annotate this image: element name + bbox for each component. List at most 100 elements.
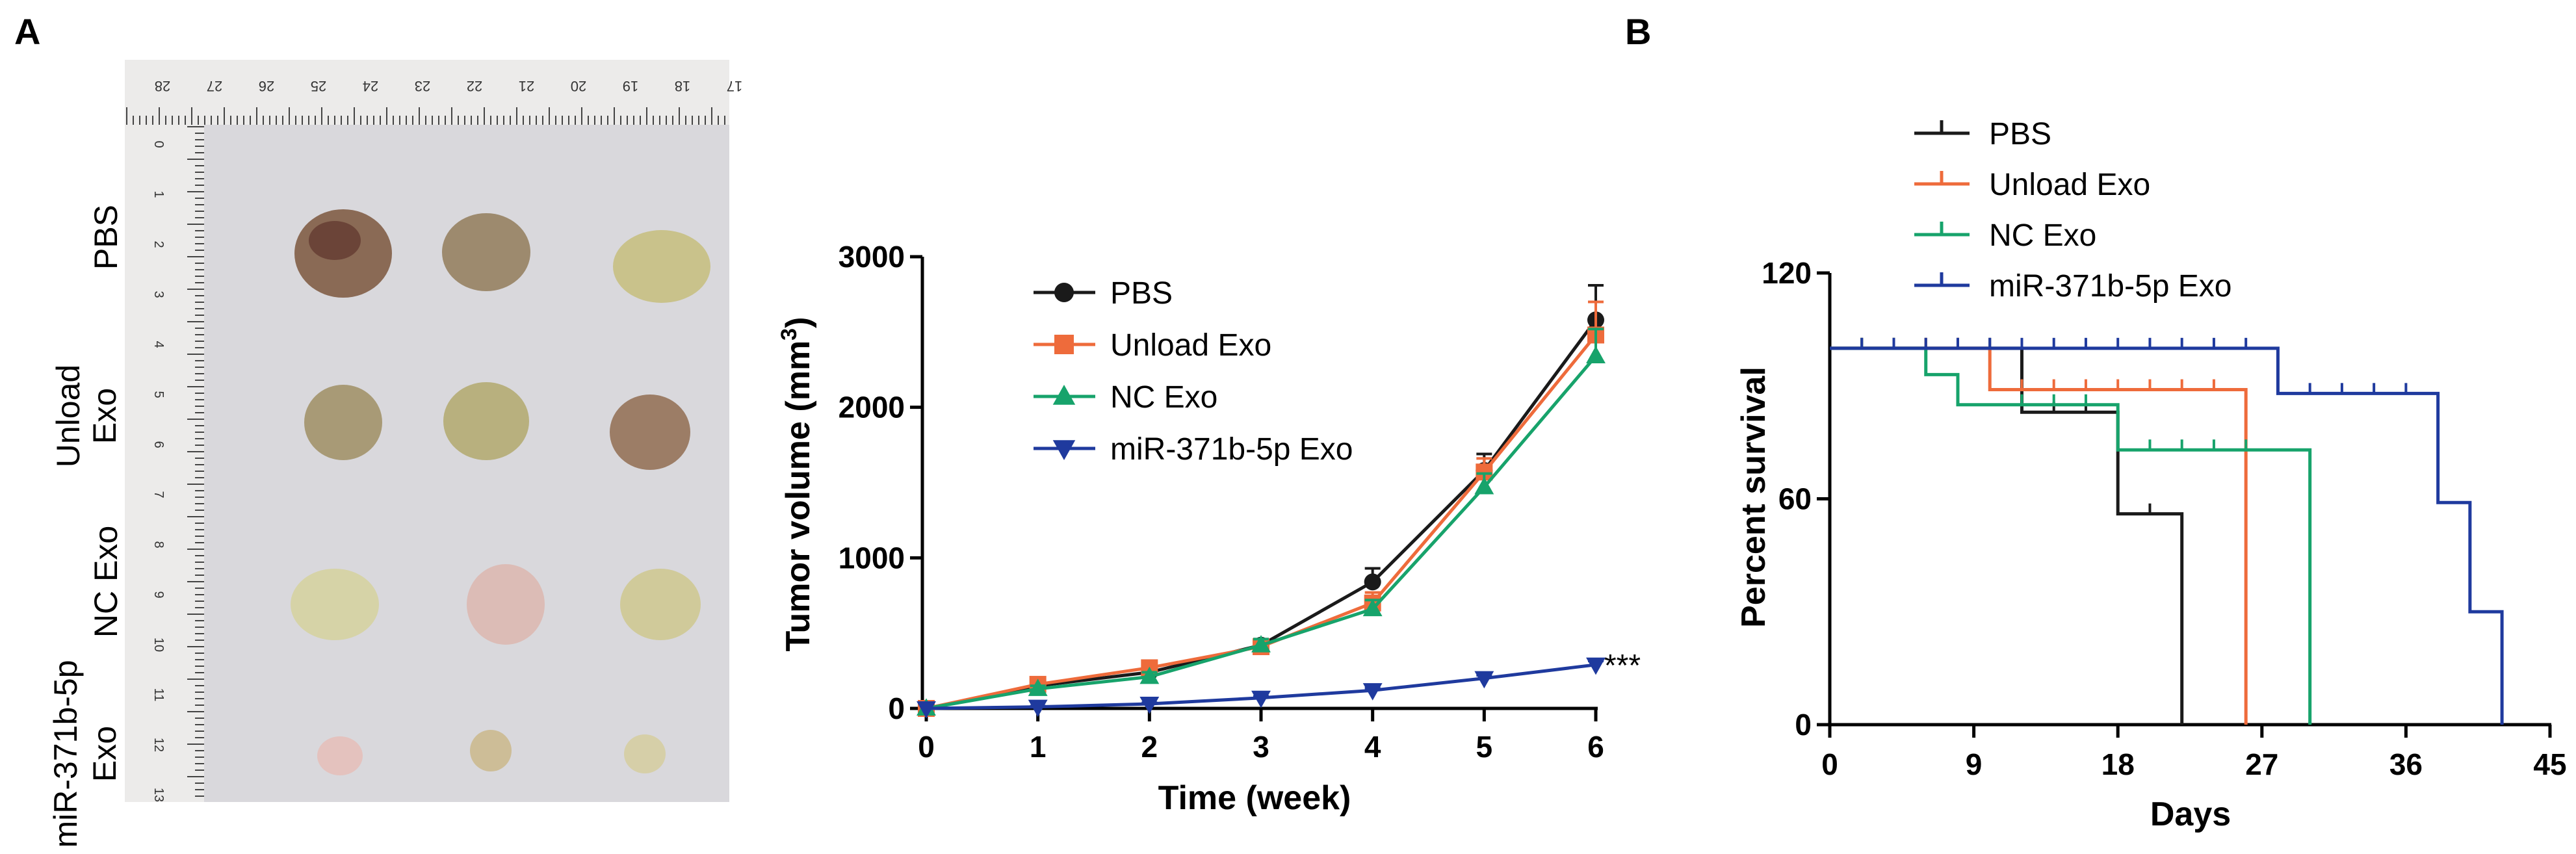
chart2-curve-nc-exo xyxy=(1830,346,2312,725)
chart1-x-tick-label: 0 xyxy=(918,730,935,764)
chart1-point xyxy=(1364,573,1381,591)
chart2-legend-label: miR-371b-5p Exo xyxy=(1989,269,2232,304)
chart2-y-ticks: 0 60 120 xyxy=(1762,256,1830,742)
chart1-point xyxy=(1251,635,1271,653)
chart1-point xyxy=(1474,671,1494,689)
ruler-top-number: 19 xyxy=(623,78,638,94)
chart1-y-tick-label: 0 xyxy=(888,692,905,725)
chart2-legend-label: NC Exo xyxy=(1989,218,2096,253)
chart1-x-tick-label: 2 xyxy=(1141,730,1158,764)
chart2-legend-label: Unload Exo xyxy=(1989,168,2150,202)
chart1-significance: *** xyxy=(1604,649,1641,683)
ruler-top-number: 24 xyxy=(363,78,378,94)
chart1-series-nc-exo xyxy=(917,328,1606,716)
ruler-top-number: 17 xyxy=(727,78,742,94)
chart2-series-pbs xyxy=(1830,337,2184,725)
chart1-y-tick-label: 2000 xyxy=(839,391,905,424)
chart1-series xyxy=(917,284,1606,719)
chart1-point xyxy=(1028,679,1048,696)
chart2-legend-item: Unload Exo xyxy=(1914,168,2150,202)
ruler-top-number: 27 xyxy=(207,78,222,94)
chart1-y-label-superscript: 3 xyxy=(777,328,801,341)
tumor xyxy=(624,734,666,773)
chart2-y-label: Percent survival xyxy=(1735,367,1773,628)
chart2-legend-item: NC Exo xyxy=(1914,218,2096,253)
ruler-top-number: 28 xyxy=(155,78,170,94)
chart1-legend-item: Unload Exo xyxy=(1034,328,1271,363)
chart1-y-label-close: ) xyxy=(779,317,817,328)
chart1-legend-label: miR-371b-5p Exo xyxy=(1110,432,1353,467)
row-label-nc: NC Exo xyxy=(88,526,124,638)
row-label-mir: miR-371b-5p xyxy=(47,660,84,848)
chart2-y-tick-label: 120 xyxy=(1762,256,1812,290)
chart1-series-mir-371b-5p-exo xyxy=(917,657,1606,719)
chart2-x-tick-label: 0 xyxy=(1821,747,1838,781)
chart2-series xyxy=(1830,337,2504,725)
row-labels: PBS Unload Exo NC Exo miR-371b-5p Exo xyxy=(47,205,124,848)
chart2-x-label: Days xyxy=(2150,796,2231,833)
chart1-x-tick-label: 1 xyxy=(1030,730,1047,764)
ruler-left-number: 1 xyxy=(151,190,166,198)
chart1-point xyxy=(1028,699,1048,718)
chart1-legend-label: Unload Exo xyxy=(1110,328,1271,363)
chart2-legend-label: PBS xyxy=(1989,117,2051,151)
row-label-unload-exo: Exo xyxy=(86,388,123,444)
chart1-y-tick-label: 1000 xyxy=(839,541,905,575)
tumor xyxy=(467,564,545,645)
chart2-legend-item: PBS xyxy=(1914,117,2051,151)
chart2-y-tick-label: 0 xyxy=(1795,708,1812,742)
tumor xyxy=(620,569,701,640)
ruler-left-number: 3 xyxy=(151,291,166,298)
ruler-ticks xyxy=(126,107,725,797)
ruler-left-number: 2 xyxy=(151,240,166,248)
panel-label-b: B xyxy=(1625,11,1652,52)
chart2-legend-item: miR-371b-5p Exo xyxy=(1914,269,2232,304)
tumor xyxy=(442,213,530,291)
chart1-x-tick-label: 3 xyxy=(1253,730,1269,764)
chart2-x-tick-label: 9 xyxy=(1966,747,1983,781)
tumor xyxy=(304,385,382,460)
chart1-series-unload-exo xyxy=(918,300,1604,717)
ruler-top-numbers: 28 27 26 25 24 23 22 21 20 19 18 17 xyxy=(155,78,742,94)
tumor-photo: 28 27 26 25 24 23 22 21 20 19 18 17 012345678910111… xyxy=(47,60,742,848)
tumor xyxy=(291,569,379,640)
ruler-left-number: 9 xyxy=(151,591,166,598)
legend-marker xyxy=(1054,283,1074,302)
ruler-left-number: 11 xyxy=(151,688,166,702)
chart1-point xyxy=(1251,690,1271,708)
ruler-left-number: 5 xyxy=(151,391,166,398)
ruler-top-number: 18 xyxy=(675,78,690,94)
chart1-y-label: Tumor volume (mm3) xyxy=(777,317,817,652)
chart1-x-ticks: 0 1 2 3 4 5 6 xyxy=(918,708,1604,764)
ruler-left-number: 8 xyxy=(151,541,166,548)
legend-marker xyxy=(1052,440,1076,460)
chart1-point xyxy=(917,701,936,719)
ruler-left-number: 10 xyxy=(151,638,166,652)
ruler-top-number: 25 xyxy=(311,78,326,94)
tumor xyxy=(610,395,690,470)
tumor xyxy=(317,736,363,775)
chart2-x-tick-label: 27 xyxy=(2245,747,2278,781)
chart2-series-nc-exo xyxy=(1830,337,2312,725)
tumor xyxy=(309,221,361,260)
tumor-specimens xyxy=(291,209,710,775)
ruler-left-number: 13 xyxy=(151,788,166,802)
ruler-top-number: 20 xyxy=(571,78,586,94)
chart1-point xyxy=(1474,476,1494,495)
chart1-legend-item: NC Exo xyxy=(1034,380,1217,415)
ruler-left-number: 6 xyxy=(151,441,166,448)
ruler-top-number: 21 xyxy=(519,78,534,94)
chart1-point xyxy=(1362,599,1383,617)
chart1-x-tick-label: 4 xyxy=(1364,730,1381,764)
chart1-point xyxy=(1139,697,1160,714)
chart1-point xyxy=(1586,346,1606,363)
chart1-point xyxy=(1362,683,1383,701)
ruler-left-number: 0 xyxy=(151,140,166,148)
chart1-point xyxy=(1139,666,1160,684)
tumor xyxy=(470,730,512,771)
ruler-top-number: 26 xyxy=(259,78,274,94)
row-label-unload: Unload xyxy=(50,365,86,467)
